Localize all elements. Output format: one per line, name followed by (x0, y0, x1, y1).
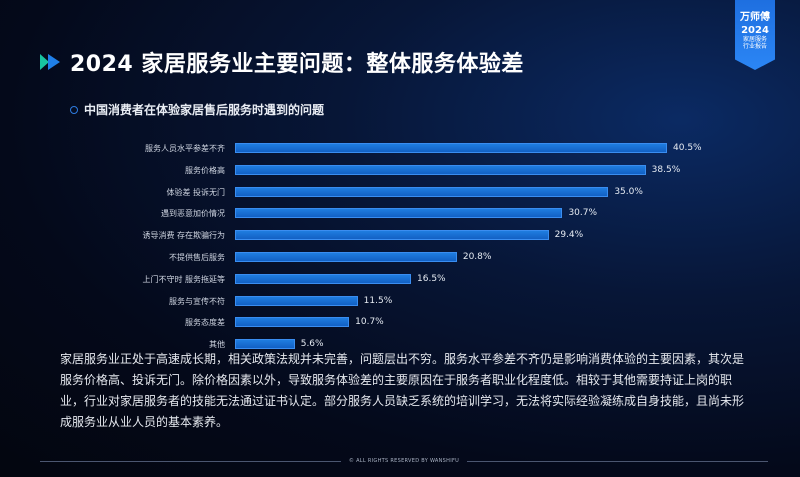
bar-label: 诱导消费 存在欺骗行为 (142, 231, 225, 241)
bar (235, 208, 563, 219)
bar-value: 5.6% (300, 339, 324, 350)
bar-label: 体验差 投诉无门 (166, 187, 225, 197)
bar (235, 164, 646, 175)
bar (235, 295, 358, 306)
bar-value: 10.7% (355, 317, 384, 328)
bar-label: 上门不守时 服务拖延等 (142, 274, 225, 284)
bar-value: 38.5% (651, 164, 681, 175)
bar-label: 不提供售后服务 (169, 253, 225, 262)
copyright-text: © ALL RIGHTS RESERVED BY WANSHIFU (348, 458, 460, 464)
body-paragraph: 家居服务业正处于高速成长期，相关政策法规并未完善，问题层出不穷。服务水平参差不齐… (60, 352, 745, 429)
bar-label: 遇到恶意加价情况 (161, 209, 225, 219)
bar-value: 40.5% (673, 143, 702, 153)
bar-label: 其他 (209, 340, 225, 350)
bar (235, 317, 350, 328)
title-row: 2024 家居服务业主要问题：整体服务体验差 (40, 46, 524, 78)
bar-value: 35.0% (614, 186, 643, 197)
bar-label: 服务人员水平参差不齐 (145, 144, 225, 153)
page-title: 2024 家居服务业主要问题：整体服务体验差 (70, 52, 524, 77)
chart-subtitle: 中国消费者在体验家居售后服务时遇到的问题 (84, 103, 325, 117)
bar-value: 20.8% (462, 252, 492, 262)
bar (235, 143, 667, 153)
play-arrows-icon (40, 54, 60, 70)
bar (235, 186, 609, 197)
bar-label: 服务态度差 (185, 318, 225, 328)
chart-subtitle-row: 中国消费者在体验家居售后服务时遇到的问题 (70, 101, 324, 118)
footer-divider-right (467, 460, 769, 462)
bar-value: 16.5% (417, 273, 446, 284)
bar (235, 252, 457, 262)
footer-divider-left (40, 460, 341, 462)
circle-bullet-icon (70, 105, 78, 114)
footer: © ALL RIGHTS RESERVED BY WANSHIFU (40, 458, 769, 464)
bar-label: 服务价格高 (185, 165, 225, 175)
badge-line1: 家居服务 (742, 36, 767, 43)
bar (235, 339, 295, 350)
bar-value: 11.5% (363, 295, 393, 306)
badge-line2: 行业报告 (742, 43, 767, 50)
bar-value: 29.4% (554, 230, 584, 241)
badge-year: 2024 (741, 25, 769, 36)
badge-brand: 万师傅 (740, 12, 770, 23)
bar-label: 服务与宣传不符 (169, 296, 225, 306)
bar (235, 273, 411, 284)
bar-value: 30.7% (568, 208, 598, 219)
bar (235, 230, 549, 241)
report-badge: 万师傅 2024 家居服务 行业报告 (735, 0, 775, 70)
